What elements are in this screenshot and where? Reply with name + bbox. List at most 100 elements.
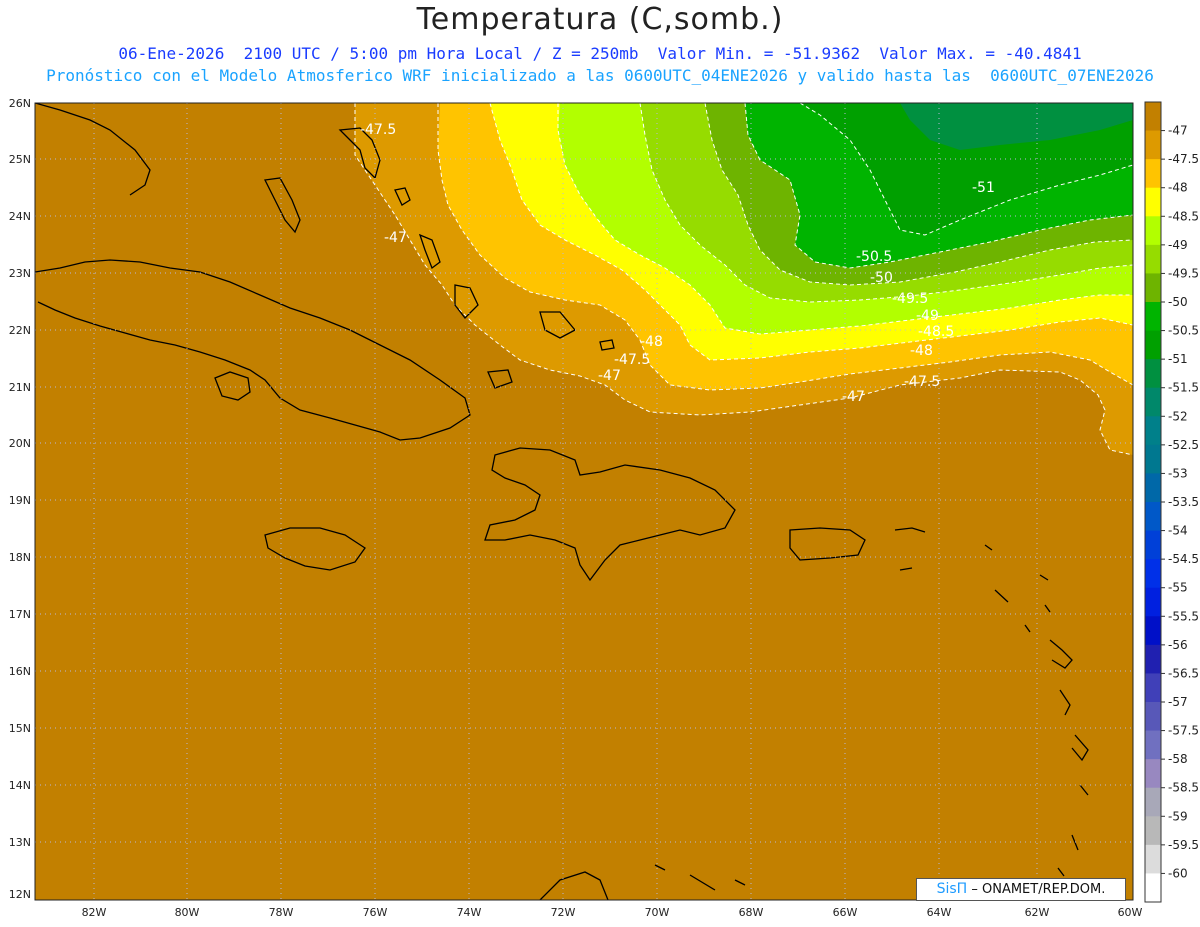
contour-label: -50.5 [856, 249, 892, 265]
isotherm-line [639, 103, 1133, 303]
colorbar-label: -47 [1168, 124, 1188, 138]
bahamas-island [264, 177, 301, 234]
florida-coast [35, 103, 151, 196]
contour-labels: -47.5 -47 -48 -47.5 -47 -51 -50.5 -50 -4… [360, 122, 995, 405]
colorbar-label: -59 [1168, 809, 1188, 823]
lat-tick-label: 25N [9, 153, 31, 166]
contour-label: -48.5 [918, 324, 954, 340]
contour-label: -48 [640, 334, 663, 350]
colorbar-swatch [1145, 502, 1161, 532]
colorbar-label: -52.5 [1168, 438, 1199, 452]
bahamas-island [487, 369, 513, 389]
isotherm-line [704, 103, 1133, 286]
colorbar-label: -56.5 [1168, 666, 1199, 680]
map-frame [34, 102, 1134, 901]
colorbar-swatch [1145, 473, 1161, 503]
colorbar-label: -52 [1168, 409, 1188, 423]
colorbar-label: -53 [1168, 466, 1188, 480]
colorbar-swatch [1145, 816, 1161, 846]
bahamas-island [338, 127, 381, 180]
colorbar-label: -53.5 [1168, 495, 1199, 509]
colorbar-label: -48 [1168, 181, 1188, 195]
colorbar-swatch [1145, 102, 1161, 132]
colorbar-swatch [1145, 130, 1161, 160]
colorbar-label: -49 [1168, 238, 1188, 252]
lat-tick-label: 16N [9, 665, 31, 678]
model-subtitle: Pronóstico con el Modelo Atmosferico WRF… [46, 66, 1154, 85]
contour-label: -47 [598, 368, 621, 384]
lat-tick-label: 26N [9, 97, 31, 110]
virgin-islands [894, 527, 1009, 603]
lon-tick-label: 64W [927, 906, 952, 919]
lon-tick-label: 66W [833, 906, 858, 919]
credit-box: SisΠ – ONAMET/REP.DOM. [916, 878, 1126, 901]
isotherm-line [799, 103, 1133, 236]
colorbar-swatch [1145, 416, 1161, 446]
lat-tick-label: 20N [9, 437, 31, 450]
lat-tick-label: 21N [9, 381, 31, 394]
colorbar-label: -51.5 [1168, 381, 1199, 395]
colorbar-swatch [1145, 159, 1161, 189]
isotherm-line [557, 103, 1133, 335]
lat-tick-label: 17N [9, 608, 31, 621]
colorbar-swatch [1145, 444, 1161, 474]
bahamas-island [454, 284, 479, 319]
field-band-minus51-5 [900, 103, 1133, 150]
colorbar-label: -50.5 [1168, 324, 1199, 338]
sispi-logo: SisΠ [936, 881, 968, 897]
colorbar-label: -54 [1168, 524, 1188, 538]
colorbar-swatch [1145, 302, 1161, 332]
colorbar-swatch [1145, 730, 1161, 760]
colorbar-swatch [1145, 844, 1161, 874]
hispaniola-coast [484, 447, 736, 582]
contour-label: -47 [842, 389, 865, 405]
colorbar-label: -59.5 [1168, 838, 1199, 852]
isotherm-line [489, 103, 1133, 361]
colorbar-swatch [1145, 873, 1161, 903]
credit-text: – ONAMET/REP.DOM. [967, 882, 1106, 897]
lon-tick-label: 82W [82, 906, 107, 919]
colorbar-label: -60 [1168, 866, 1188, 880]
colorbar-swatch [1145, 387, 1161, 417]
lon-tick-label: 62W [1025, 906, 1050, 919]
colorbar-swatch [1145, 616, 1161, 646]
isotherm-line [437, 103, 1133, 391]
map-field: -47.5 -47 -48 -47.5 -47 -51 -50.5 -50 -4… [35, 103, 1133, 900]
colorbar-swatch [1145, 787, 1161, 817]
lat-tick-label: 24N [9, 210, 31, 223]
lon-tick-label: 60W [1118, 906, 1143, 919]
lat-tick-label: 23N [9, 267, 31, 280]
colorbar-label: -55.5 [1168, 609, 1199, 623]
isla-juventud-coast [214, 371, 251, 401]
contour-label: -51 [972, 180, 995, 196]
cuba-coast [35, 259, 471, 441]
colorbar-swatch [1145, 359, 1161, 389]
colorbar-label: -57 [1168, 695, 1188, 709]
colorbar-label: -58 [1168, 752, 1188, 766]
coastlines [35, 103, 1089, 900]
colorbar-swatch [1145, 187, 1161, 217]
colorbar-swatch [1145, 273, 1161, 303]
contour-label: -49 [916, 308, 939, 324]
lat-tick-label: 12N [9, 888, 31, 901]
contour-label: -47 [384, 230, 407, 246]
isotherm-line [354, 103, 1133, 456]
lat-axis: 26N 25N 24N 23N 22N 21N 20N 19N 18N 17N … [9, 97, 31, 901]
lon-tick-label: 80W [175, 906, 200, 919]
colorbar-swatch [1145, 702, 1161, 732]
colorbar-label: -58.5 [1168, 781, 1199, 795]
colorbar-swatch [1145, 759, 1161, 789]
south-america-coast [539, 864, 746, 900]
lon-tick-label: 76W [363, 906, 388, 919]
forecast-subtitle: 06-Ene-2026 2100 UTC / 5:00 pm Hora Loca… [118, 44, 1082, 63]
isotherm-line [744, 103, 1133, 269]
colorbar-label: -51 [1168, 352, 1188, 366]
lon-tick-label: 72W [551, 906, 576, 919]
colorbar: -47 -47.5 -48 -48.5 -49 -49.5 -50 -50.5 -51 -51.5… [1144, 101, 1199, 903]
bahamas-island [394, 187, 411, 206]
colorbar-label: -50 [1168, 295, 1188, 309]
contour-label: -49.5 [892, 291, 928, 307]
colorbar-swatch [1145, 559, 1161, 589]
bahamas-island [418, 233, 441, 270]
